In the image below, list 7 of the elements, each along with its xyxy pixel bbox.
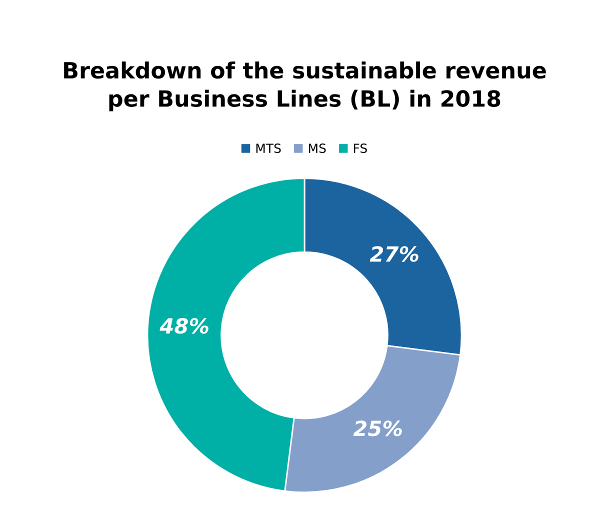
data-label: 25% [353,420,402,436]
legend-label: FS [354,144,367,154]
data-label: 27% [370,246,418,262]
legend-label: MS [308,144,326,154]
legend-label: MTS [256,144,281,154]
chart-title: Breakdown of the sustainable revenue per Business Lines (BL) in 2018 [64,61,546,112]
data-label: 48% [160,318,208,334]
